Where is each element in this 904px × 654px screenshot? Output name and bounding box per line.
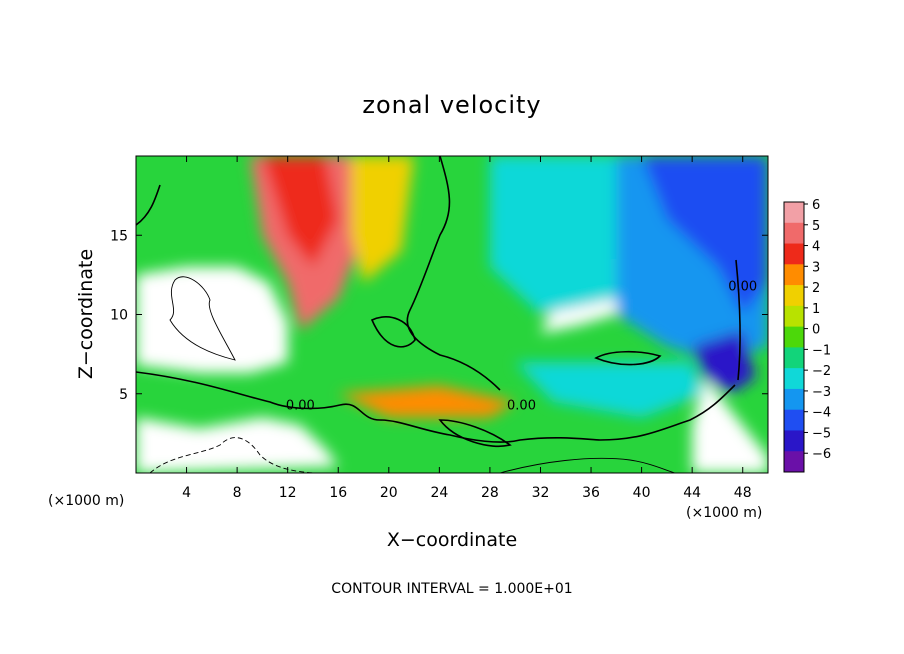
zero-contour bbox=[735, 259, 741, 381]
colorbar-swatch bbox=[784, 347, 804, 369]
x-unit-label-right: (×1000 m) bbox=[686, 505, 762, 521]
colorbar-swatch bbox=[784, 264, 804, 286]
field-region bbox=[350, 156, 415, 283]
field-region bbox=[338, 385, 516, 418]
y-tick-label: 10 bbox=[110, 308, 128, 324]
colorbar-tick-label: 5 bbox=[812, 219, 820, 234]
field-region bbox=[641, 156, 768, 315]
x-tick-label: 44 bbox=[683, 485, 701, 501]
y-axis-label: Z−coordinate bbox=[75, 249, 97, 379]
velocity-field bbox=[136, 156, 768, 473]
contour-label: 0.00 bbox=[728, 280, 757, 295]
colorbar-tick-label: −5 bbox=[812, 426, 831, 441]
zero-contour bbox=[406, 156, 501, 391]
field-region bbox=[136, 266, 288, 374]
colorbar-tick-label: 4 bbox=[812, 240, 820, 255]
colorbar-tick-label: −4 bbox=[812, 406, 831, 421]
field-region bbox=[262, 156, 339, 267]
x-tick-label: 8 bbox=[233, 485, 242, 501]
colorbar-swatch bbox=[784, 222, 804, 245]
zero-contour bbox=[594, 350, 662, 366]
colorbar-swatch bbox=[784, 326, 804, 348]
zero-contour bbox=[438, 419, 512, 448]
contour-interval-footer: CONTOUR INTERVAL = 1.000E+01 bbox=[331, 581, 572, 597]
field-region bbox=[136, 417, 339, 473]
colorbar-swatch bbox=[784, 285, 804, 307]
colorbar-swatch bbox=[784, 202, 804, 224]
plot-area: 0.00 0.00 0.00 bbox=[135, 155, 769, 474]
field-region bbox=[515, 362, 705, 418]
contour-labels: 0.00 0.00 0.00 bbox=[286, 280, 757, 414]
colorbar-tick-label: 2 bbox=[812, 281, 820, 296]
x-axis: 4 8 12 16 20 24 28 32 36 40 44 48 bbox=[182, 156, 752, 501]
colorbar-tick-label: −3 bbox=[812, 385, 831, 400]
x-tick-label: 28 bbox=[481, 485, 499, 501]
zero-contour bbox=[370, 316, 416, 348]
colorbar-tick-label: −6 bbox=[812, 447, 831, 462]
x-tick-label: 12 bbox=[279, 485, 297, 501]
thin-contours bbox=[149, 276, 676, 473]
y-tick-label: 5 bbox=[119, 387, 128, 403]
field-region bbox=[489, 156, 617, 315]
colorbar-swatch bbox=[784, 368, 804, 390]
colorbar-tick-label: 6 bbox=[812, 198, 820, 213]
x-tick-label: 32 bbox=[532, 485, 550, 501]
thin-contour bbox=[499, 457, 676, 473]
colorbar: 6 5 4 3 2 1 0 −1 −2 −3 −4 −5 −6 bbox=[783, 198, 831, 473]
colorbar-tick-label: 3 bbox=[812, 260, 820, 275]
zero-contour bbox=[136, 184, 161, 226]
x-tick-label: 16 bbox=[329, 485, 347, 501]
contour-label: 0.00 bbox=[507, 399, 536, 414]
field-region bbox=[692, 377, 768, 473]
y-tick-label: 15 bbox=[110, 228, 128, 244]
colorbar-tick-label: −2 bbox=[812, 364, 831, 379]
colorbar-frame bbox=[783, 201, 805, 473]
x-unit-label-left: (×1000 m) bbox=[48, 493, 124, 509]
chart-title: zonal velocity bbox=[362, 91, 541, 119]
x-axis-label: X−coordinate bbox=[387, 529, 517, 551]
colorbar-swatch bbox=[784, 243, 804, 265]
x-tick-label: 20 bbox=[380, 485, 398, 501]
colorbar-swatch bbox=[784, 409, 804, 431]
x-tick-label: 40 bbox=[633, 485, 651, 501]
contour-lines bbox=[136, 156, 741, 448]
colorbar-tick-label: 0 bbox=[812, 323, 820, 338]
contour-label: 0.00 bbox=[286, 399, 315, 414]
colorbar-tick-label: −1 bbox=[812, 343, 831, 358]
zero-contour bbox=[136, 371, 736, 443]
x-tick-label: 4 bbox=[182, 485, 191, 501]
colorbar-tick-label: 1 bbox=[812, 302, 820, 317]
colorbar-swatch bbox=[784, 451, 804, 473]
thin-contour bbox=[149, 437, 316, 473]
colorbar-swatch bbox=[784, 430, 804, 452]
y-axis: 5 10 15 bbox=[110, 228, 768, 403]
x-tick-label: 24 bbox=[430, 485, 448, 501]
thin-contour bbox=[169, 276, 236, 361]
colorbar-swatch bbox=[784, 388, 804, 411]
colorbar-swatch bbox=[784, 305, 804, 328]
x-tick-label: 36 bbox=[582, 485, 600, 501]
x-tick-label: 48 bbox=[734, 485, 752, 501]
